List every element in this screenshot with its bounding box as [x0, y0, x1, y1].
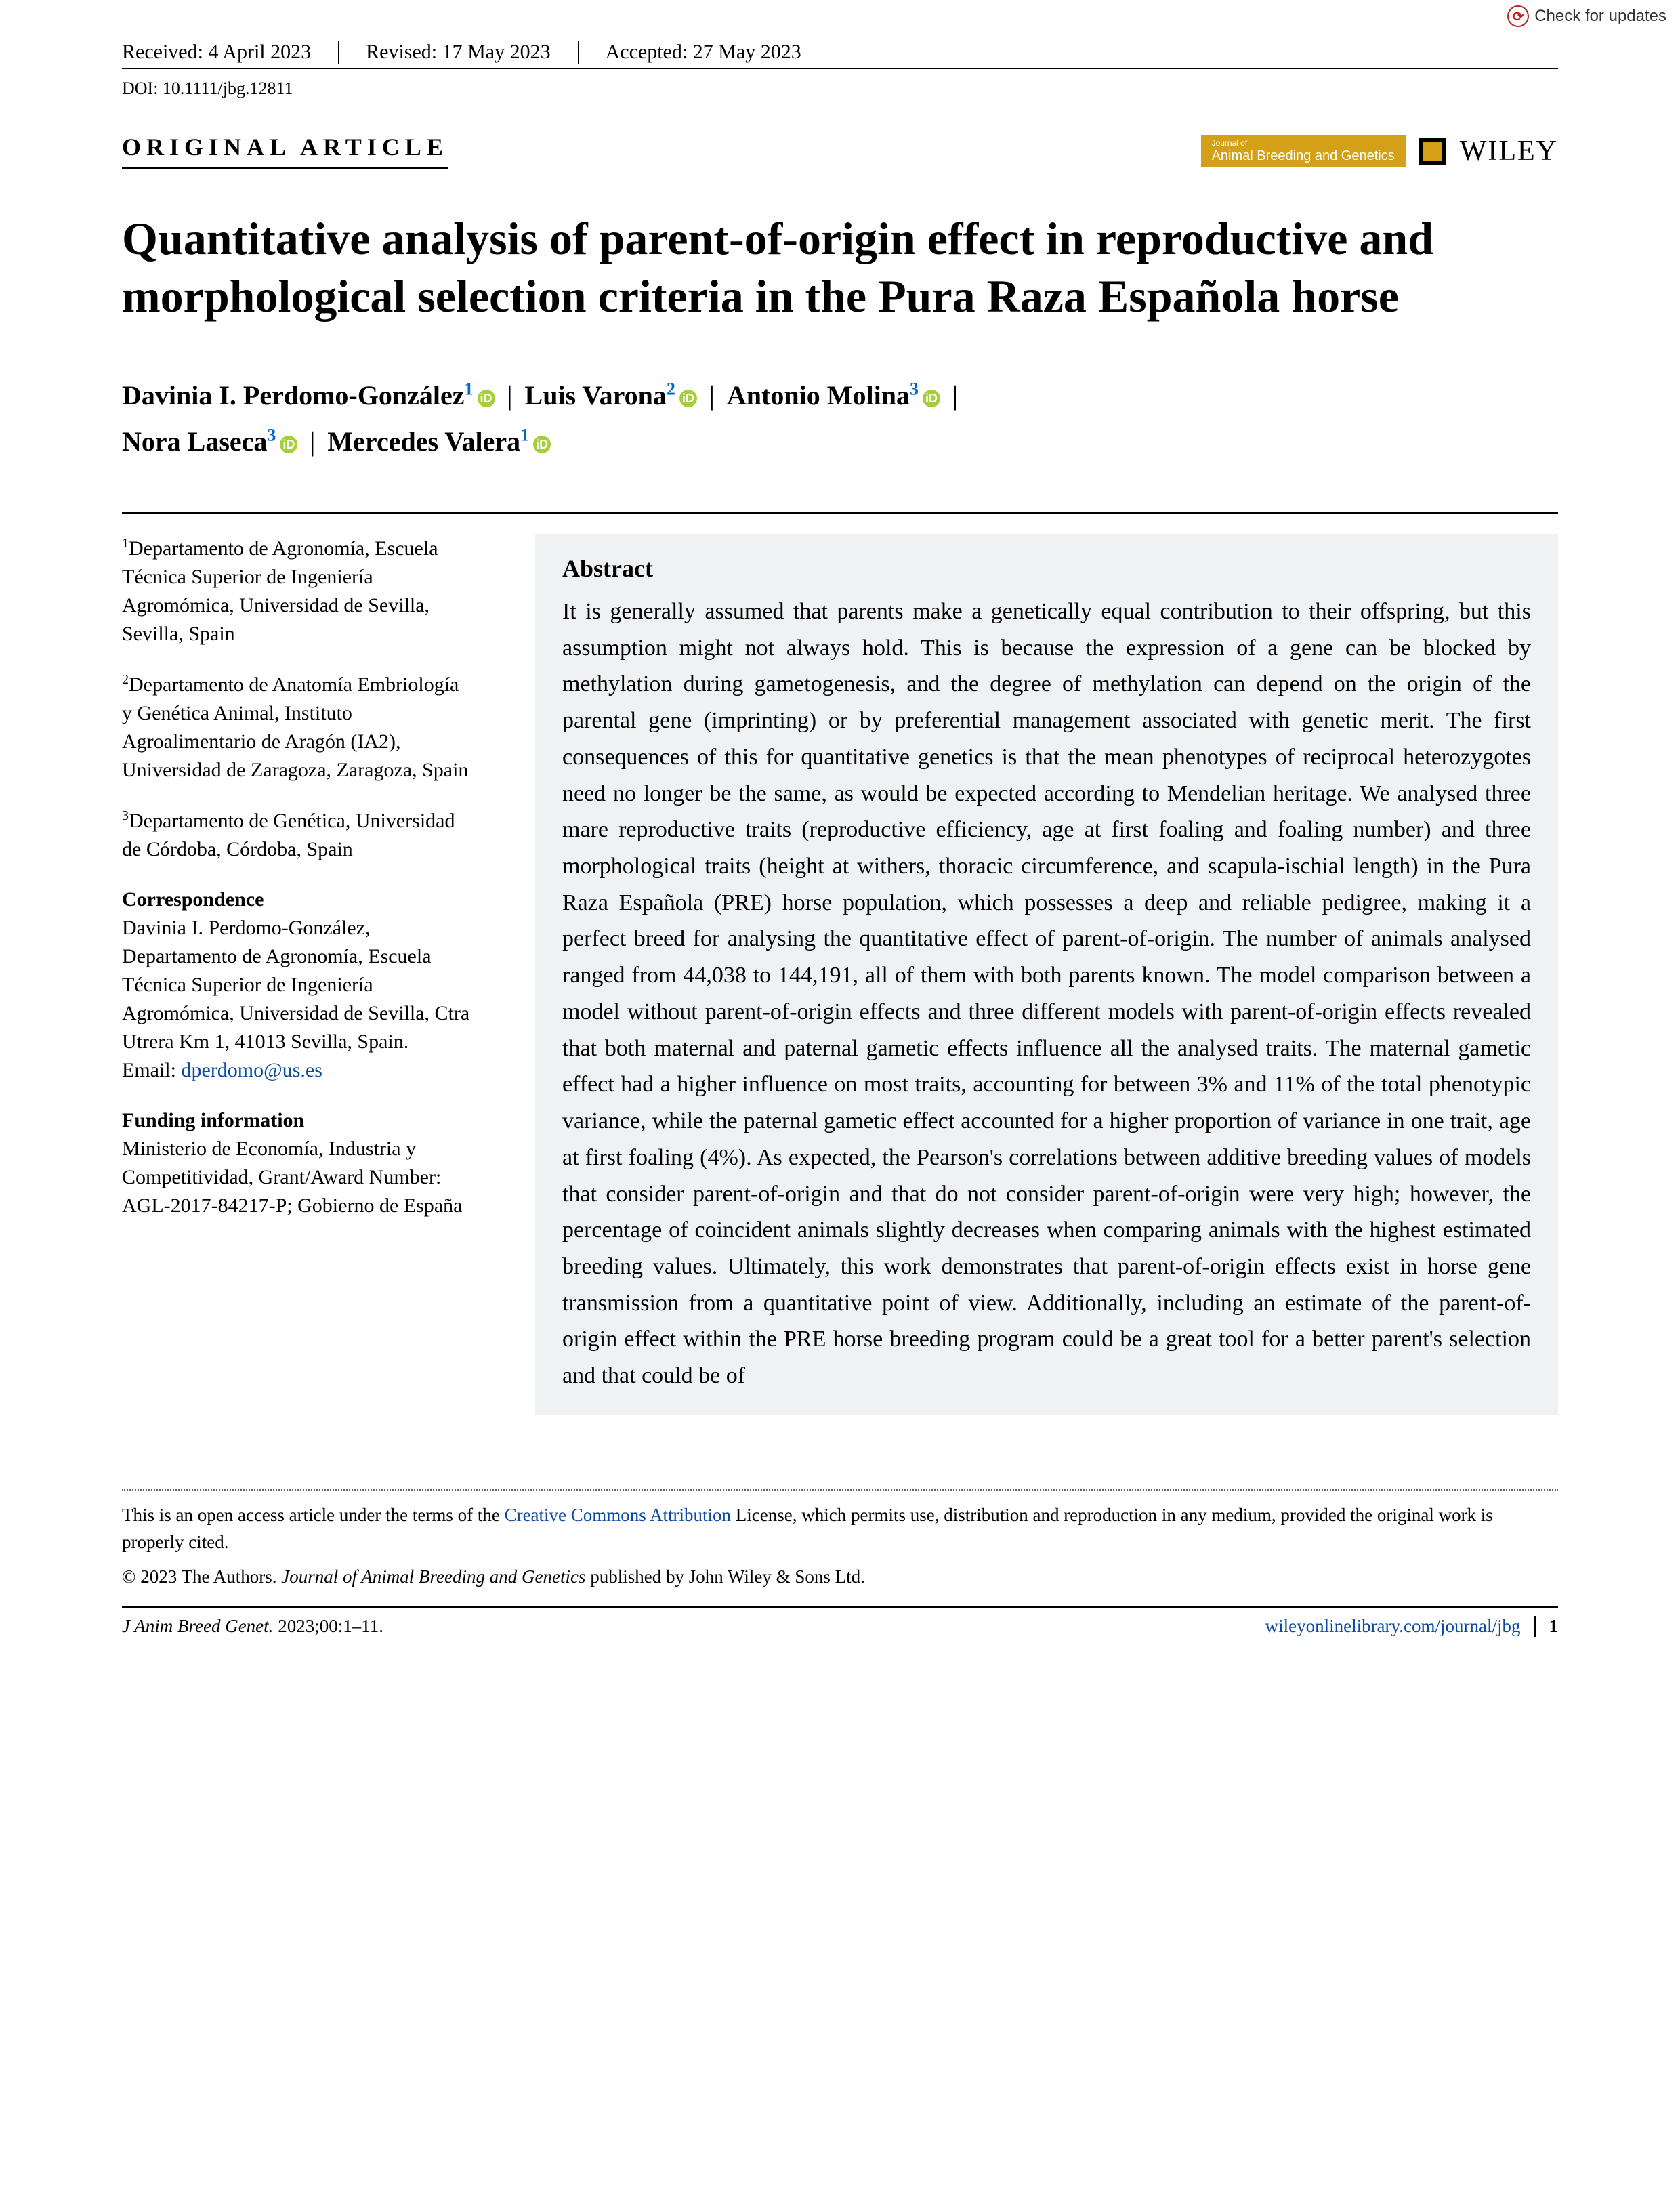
correspondence-block: Correspondence Davinia I. Perdomo-Gonzál… [122, 886, 474, 1085]
check-updates-label: Check for updates [1534, 7, 1666, 26]
footer-bar: J Anim Breed Genet. 2023;00:1–11. wileyo… [122, 1606, 1558, 1637]
author-separator: | [495, 380, 525, 411]
copyright-prefix: © 2023 The Authors. [122, 1566, 281, 1587]
check-updates-icon: ⟳ [1507, 5, 1529, 27]
check-updates-button[interactable]: ⟳ Check for updates [1507, 5, 1666, 27]
copyright-tail: published by John Wiley & Sons Ltd. [585, 1566, 864, 1587]
header-row: ORIGINAL ARTICLE Journal of Animal Breed… [122, 133, 1558, 169]
publisher-icon [1419, 138, 1446, 165]
correspondence-heading: Correspondence [122, 886, 474, 914]
accepted-date: Accepted: 27 May 2023 [606, 41, 828, 64]
author-separator: | [297, 426, 327, 457]
abstract-text: It is generally assumed that parents mak… [562, 593, 1531, 1394]
author[interactable]: Nora Laseca3iD [122, 426, 297, 457]
revised-date: Revised: 17 May 2023 [366, 41, 578, 64]
funding-block: Funding information Ministerio de Econom… [122, 1106, 474, 1220]
journal-badge: Journal of Animal Breeding and Genetics [1201, 135, 1406, 167]
affiliation: 1Departamento de Agronomía, Escuela Técn… [122, 534, 474, 648]
abstract-heading: Abstract [562, 554, 1531, 583]
copyright-journal: Journal of Animal Breeding and Genetics [281, 1566, 585, 1587]
citation-tail: 2023;00:1–11. [273, 1616, 383, 1636]
author-separator: | [697, 380, 727, 411]
orcid-icon[interactable]: iD [923, 390, 940, 407]
email-label: Email: [122, 1059, 181, 1081]
funding-text: Ministerio de Economía, Industria y Comp… [122, 1135, 474, 1220]
authors-list: Davinia I. Perdomo-González1iD|Luis Varo… [122, 373, 1558, 465]
orcid-icon[interactable]: iD [679, 390, 697, 407]
abstract-box: Abstract It is generally assumed that pa… [535, 534, 1558, 1415]
article-dates: Received: 4 April 2023 Revised: 17 May 2… [122, 41, 1558, 69]
footer-right: wileyonlinelibrary.com/journal/jbg 1 [1265, 1616, 1558, 1637]
citation: J Anim Breed Genet. 2023;00:1–11. [122, 1616, 383, 1637]
article-title: Quantitative analysis of parent-of-origi… [122, 210, 1558, 325]
branding: Journal of Animal Breeding and Genetics … [1201, 135, 1558, 167]
orcid-icon[interactable]: iD [478, 390, 495, 407]
orcid-icon[interactable]: iD [280, 436, 297, 453]
journal-url[interactable]: wileyonlinelibrary.com/journal/jbg [1265, 1616, 1521, 1637]
content-columns: 1Departamento de Agronomía, Escuela Técn… [122, 512, 1558, 1415]
oa-text-1: This is an open access article under the… [122, 1505, 505, 1525]
article-type: ORIGINAL ARTICLE [122, 133, 448, 169]
affiliation: 2Departamento de Anatomía Embriología y … [122, 670, 474, 785]
affiliation: 3Departamento de Genética, Universidad d… [122, 806, 474, 864]
funding-heading: Funding information [122, 1106, 474, 1135]
doi: DOI: 10.1111/jbg.12811 [122, 69, 1558, 133]
journal-badge-main: Animal Breeding and Genetics [1212, 148, 1395, 163]
main-column: Abstract It is generally assumed that pa… [535, 534, 1558, 1415]
sidebar: 1Departamento de Agronomía, Escuela Técn… [122, 534, 501, 1415]
publisher-name: WILEY [1460, 135, 1558, 167]
author-separator: | [940, 380, 970, 411]
correspondence-email-line: Email: dperdomo@us.es [122, 1056, 474, 1085]
copyright-line: © 2023 The Authors. Journal of Animal Br… [122, 1563, 1558, 1591]
received-date: Received: 4 April 2023 [122, 41, 339, 64]
cc-license-link[interactable]: Creative Commons Attribution [505, 1505, 731, 1525]
correspondence-email[interactable]: dperdomo@us.es [181, 1059, 322, 1081]
footer-license: This is an open access article under the… [122, 1489, 1558, 1591]
correspondence-text: Davinia I. Perdomo-González, Departament… [122, 914, 474, 1056]
journal-abbrev: J Anim Breed Genet. [122, 1616, 273, 1636]
author[interactable]: Mercedes Valera1iD [327, 426, 551, 457]
author[interactable]: Davinia I. Perdomo-González1iD [122, 380, 495, 411]
author[interactable]: Luis Varona2iD [525, 380, 697, 411]
page-number: 1 [1534, 1616, 1559, 1637]
journal-badge-small: Journal of [1212, 139, 1395, 148]
author[interactable]: Antonio Molina3iD [727, 380, 940, 411]
orcid-icon[interactable]: iD [533, 436, 551, 453]
